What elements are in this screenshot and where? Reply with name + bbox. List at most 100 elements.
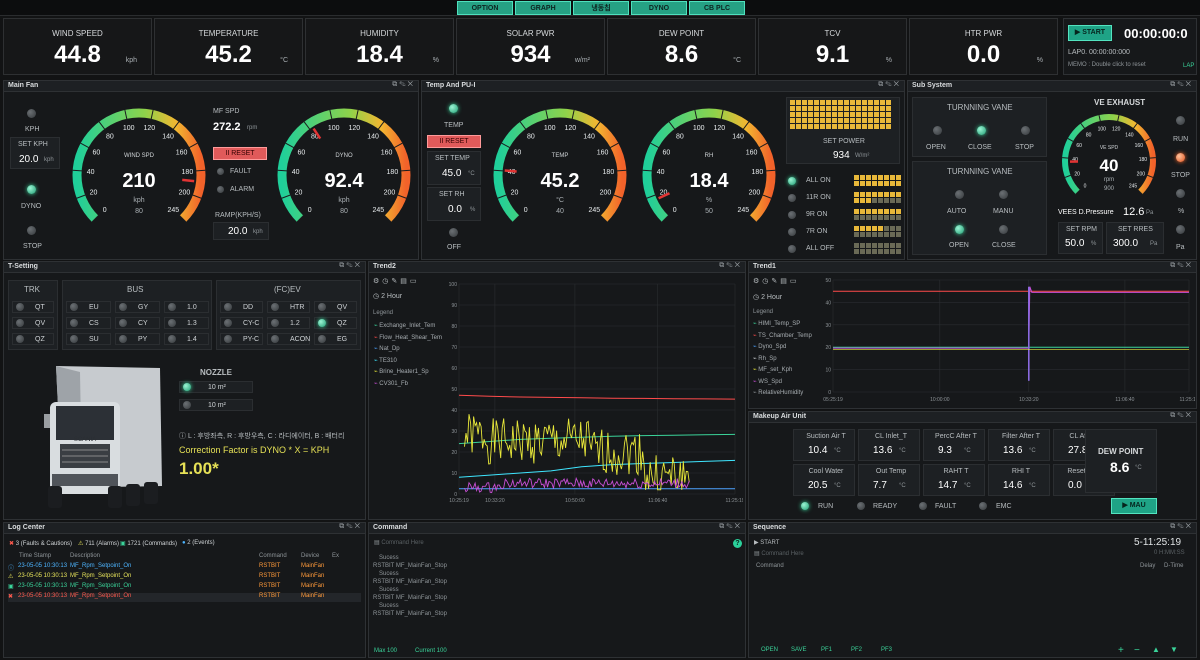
trend1-toolbar-icons[interactable]: ⚙◷✎▤▭ xyxy=(753,278,800,285)
vane2-auto-lamp[interactable] xyxy=(955,190,964,199)
lamp-mode-indicator[interactable] xyxy=(788,194,796,202)
legend-item[interactable]: ⌁ Exchange_Inlet_Tem xyxy=(374,322,435,329)
log-row[interactable]: ⓘ 23-05-05 10:30:13 MF_Rpm_Setpoint_On RSTB… xyxy=(8,563,361,572)
panel-controls-icon[interactable]: ⧉✎✕ xyxy=(339,523,362,530)
legend-item[interactable]: ⌁ Flow_Heat_Shear_Tem xyxy=(374,334,442,341)
legend-item[interactable]: ⌁ CV301_Fb xyxy=(374,380,408,387)
vehicle-type-option[interactable]: EG xyxy=(314,333,357,345)
command-input[interactable]: ▤ Command Here xyxy=(374,540,424,546)
legend-item[interactable]: ⌁ TE310 xyxy=(374,357,397,364)
log-row[interactable]: ⚠ 23-05-05 10:30:13 MF_Rpm_Setpoint_On RSTB… xyxy=(8,573,361,582)
lamp-mode-indicator[interactable] xyxy=(788,228,796,236)
vane2-manu-lamp[interactable] xyxy=(999,190,1008,199)
panel-controls-icon[interactable]: ⧉✎✕ xyxy=(719,523,742,530)
menu-graph-button[interactable]: GRAPH xyxy=(515,1,571,15)
sequence-action-button[interactable]: PF2 xyxy=(851,647,863,653)
temp-reset-button[interactable]: II RESET xyxy=(427,135,481,148)
panel-controls-icon[interactable]: ⧉✎✕ xyxy=(339,262,362,269)
lap-link[interactable]: LAP xyxy=(1183,63,1195,69)
sequence-action-button[interactable]: SAVE xyxy=(791,647,807,653)
legend-item[interactable]: ⌁ Rh_Sp xyxy=(753,355,777,362)
trend2-toolbar-icons[interactable]: ⚙◷✎▤▭ xyxy=(373,278,420,285)
vane1-stop-lamp[interactable] xyxy=(1021,126,1030,135)
log-row[interactable]: ✖ 23-05-05 10:30:13 MF_Rpm_Setpoint_On RSTB… xyxy=(8,593,361,602)
legend-item[interactable]: ⌁ RelativeHumidity xyxy=(753,389,803,396)
timer-start-button[interactable]: ▶ START xyxy=(1068,25,1112,41)
panel-controls-icon[interactable]: ⧉✎✕ xyxy=(392,81,415,88)
vehicle-type-option[interactable]: HTR xyxy=(267,301,310,313)
remove-step-icon[interactable]: − xyxy=(1134,645,1140,656)
sequence-input[interactable]: ▤ Command Here xyxy=(754,551,804,557)
menu-dyno-button[interactable]: DYNO xyxy=(631,1,687,15)
ramp-box[interactable]: 20.0 kph xyxy=(213,222,269,240)
panel-controls-icon[interactable]: ⧉✎✕ xyxy=(1170,523,1193,530)
legend-item[interactable]: ⌁ HIMI_Temp_SP xyxy=(753,320,800,327)
set-kph-box[interactable]: SET KPH 20.0 kph xyxy=(10,137,60,169)
vehicle-type-option[interactable]: CS xyxy=(66,317,111,329)
vehicle-type-option[interactable]: 1.3 xyxy=(164,317,209,329)
mau-button[interactable]: ▶ MAU xyxy=(1111,498,1157,514)
nozzle-option-2[interactable]: 10 m² xyxy=(179,399,253,411)
log-row[interactable]: ▣ 23-05-05 10:30:13 MF_Rpm_Setpoint_On RSTB… xyxy=(8,583,361,592)
log-tab-faults[interactable]: ✖ 3 (Faults & Cautions) xyxy=(9,540,72,547)
set-power-box[interactable]: SET POWER 934 W/m² xyxy=(786,97,900,164)
panel-controls-icon[interactable]: ⧉✎✕ xyxy=(1170,81,1193,88)
main-fan-reset-button[interactable]: II RESET xyxy=(213,147,267,160)
vehicle-type-option[interactable]: 1.2 xyxy=(267,317,310,329)
sequence-action-button[interactable]: OPEN xyxy=(761,647,779,653)
lamp-mode-indicator[interactable] xyxy=(788,177,796,185)
panel-controls-icon[interactable]: ⧉✎✕ xyxy=(878,81,901,88)
trend1-range[interactable]: ◷ 2 Hour xyxy=(753,294,783,301)
vehicle-type-option[interactable]: GY xyxy=(115,301,160,313)
move-up-icon[interactable]: ▲ xyxy=(1152,645,1160,654)
set-temp-box[interactable]: SET TEMP 45.0 °C xyxy=(427,151,481,185)
sequence-action-button[interactable]: PF1 xyxy=(821,647,833,653)
legend-item[interactable]: ⌁ WS_Spd xyxy=(753,378,782,385)
log-tab-alarms[interactable]: ⚠ 711 (Alarms) xyxy=(78,540,119,547)
nozzle-option-1[interactable]: 10 m² xyxy=(179,381,253,393)
panel-controls-icon[interactable]: ⧉✎✕ xyxy=(1170,412,1193,419)
vehicle-type-option[interactable]: QT xyxy=(12,301,54,313)
lamp-mode-indicator[interactable] xyxy=(788,211,796,219)
add-step-icon[interactable]: + xyxy=(1118,645,1124,656)
lamp-mode-indicator[interactable] xyxy=(788,245,796,253)
set-rres-box[interactable]: SET RRES 300.0 Pa xyxy=(1106,222,1164,254)
panel-controls-icon[interactable]: ⧉✎✕ xyxy=(1170,262,1193,269)
legend-item[interactable]: ⌁ Nat_Dp xyxy=(374,345,400,352)
vehicle-type-option[interactable]: DD xyxy=(220,301,263,313)
vehicle-type-option[interactable]: SU xyxy=(66,333,111,345)
vehicle-type-option[interactable]: QZ xyxy=(12,333,54,345)
log-tab-events[interactable]: ● 2 (Events) xyxy=(182,540,215,546)
vane1-close-lamp[interactable] xyxy=(977,126,986,135)
vehicle-type-option[interactable]: 1.0 xyxy=(164,301,209,313)
legend-item[interactable]: ⌁ TS_Chamber_Temp xyxy=(753,332,812,339)
vehicle-type-option[interactable]: CY-C xyxy=(220,317,263,329)
vehicle-type-option[interactable]: PY-C xyxy=(220,333,263,345)
legend-item[interactable]: ⌁ Brine_Heater1_Sp xyxy=(374,368,429,375)
vehicle-type-option[interactable]: 1.4 xyxy=(164,333,209,345)
vehicle-type-option[interactable]: PY xyxy=(115,333,160,345)
move-down-icon[interactable]: ▼ xyxy=(1170,645,1178,654)
menu-cbplc-button[interactable]: CB PLC xyxy=(689,1,745,15)
vehicle-type-option[interactable]: ACON xyxy=(267,333,310,345)
vehicle-type-option[interactable]: QV xyxy=(314,301,357,313)
sequence-action-button[interactable]: PF3 xyxy=(881,647,893,653)
set-rpm-box[interactable]: SET RPM 50.0 % xyxy=(1058,222,1103,254)
vehicle-type-option[interactable]: EU xyxy=(66,301,111,313)
trend2-range[interactable]: ◷ 2 Hour xyxy=(373,293,403,300)
legend-item[interactable]: ⌁ MF_set_Kph xyxy=(753,366,792,373)
vane2-close-lamp[interactable] xyxy=(999,225,1008,234)
menu-option-button[interactable]: OPTION xyxy=(457,1,513,15)
panel-controls-icon[interactable]: ⧉✎✕ xyxy=(719,262,742,269)
menu-freeze-button[interactable]: 냉동칩 xyxy=(573,1,629,15)
vehicle-type-option[interactable]: QV xyxy=(12,317,54,329)
vehicle-type-option[interactable]: QZ xyxy=(314,317,357,329)
sequence-start[interactable]: ▶ START xyxy=(754,540,780,546)
help-icon[interactable]: ? xyxy=(733,539,742,548)
legend-item[interactable]: ⌁ Dyno_Spd xyxy=(753,343,786,350)
log-tab-commands[interactable]: ▣ 1721 (Commands) xyxy=(120,540,177,547)
set-rh-box[interactable]: SET RH 0.0 % xyxy=(427,187,481,221)
vane2-open-lamp[interactable] xyxy=(955,225,964,234)
vane1-open-lamp[interactable] xyxy=(933,126,942,135)
vehicle-type-option[interactable]: CY xyxy=(115,317,160,329)
